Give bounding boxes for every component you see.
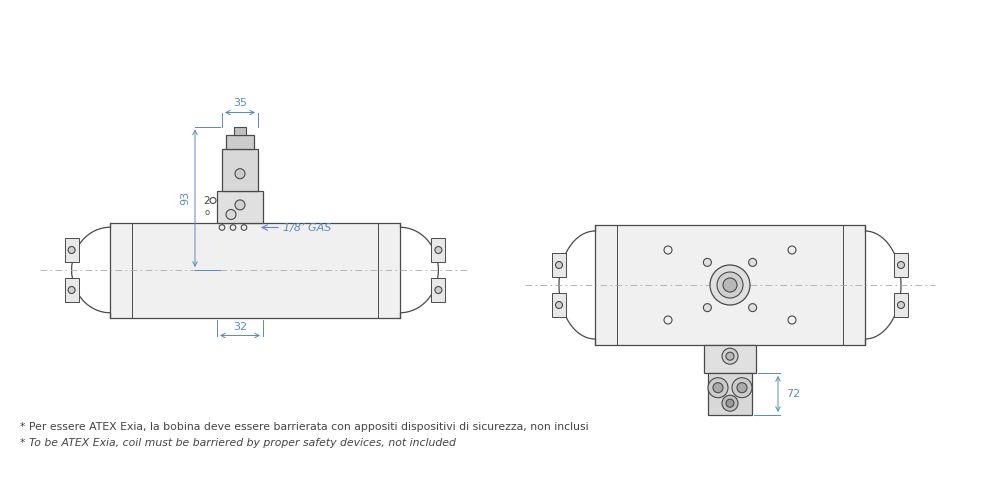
Text: 72: 72 (786, 389, 800, 399)
Bar (894, 293, 908, 317)
Circle shape (703, 304, 711, 312)
Bar (217, 190, 263, 222)
Text: 35: 35 (233, 98, 247, 108)
Bar (552, 293, 566, 317)
Circle shape (226, 210, 236, 220)
Circle shape (717, 272, 743, 298)
Circle shape (435, 246, 442, 254)
Bar (222, 148, 258, 190)
Text: * Per essere ATEX Exia, la bobina deve essere barrierata con appositi dispositiv: * Per essere ATEX Exia, la bobina deve e… (20, 422, 589, 432)
Bar (65, 238, 79, 262)
Circle shape (732, 378, 752, 398)
Bar (65, 278, 79, 302)
Circle shape (722, 395, 738, 411)
Circle shape (723, 278, 737, 292)
Bar (894, 253, 908, 277)
Circle shape (703, 258, 711, 266)
Circle shape (235, 168, 245, 178)
Circle shape (726, 352, 734, 360)
Circle shape (722, 348, 738, 364)
Circle shape (710, 265, 750, 305)
Text: 2: 2 (204, 196, 210, 205)
Circle shape (556, 262, 563, 268)
Text: 1/8’ GAS: 1/8’ GAS (283, 222, 332, 232)
Circle shape (235, 200, 245, 210)
Circle shape (749, 304, 757, 312)
Circle shape (556, 302, 563, 308)
Bar (110, 222, 400, 318)
Text: 93: 93 (180, 191, 190, 206)
Circle shape (435, 286, 442, 294)
Text: * To be ATEX Exia, coil must be barriered by proper safety devices, not included: * To be ATEX Exia, coil must be barriere… (20, 438, 456, 448)
Bar (226, 134, 254, 148)
Bar (708, 373, 752, 415)
Bar (595, 225, 865, 345)
Bar (431, 238, 445, 262)
Circle shape (68, 286, 75, 294)
Text: 32: 32 (233, 322, 247, 332)
Circle shape (68, 246, 75, 254)
Bar (431, 278, 445, 302)
Bar (234, 126, 246, 134)
Circle shape (737, 382, 747, 392)
Circle shape (749, 258, 757, 266)
Circle shape (726, 399, 734, 407)
Bar (552, 253, 566, 277)
Text: o: o (204, 208, 209, 217)
Bar (704, 345, 756, 373)
Circle shape (897, 302, 904, 308)
Circle shape (897, 262, 904, 268)
Circle shape (708, 378, 728, 398)
Circle shape (713, 382, 723, 392)
